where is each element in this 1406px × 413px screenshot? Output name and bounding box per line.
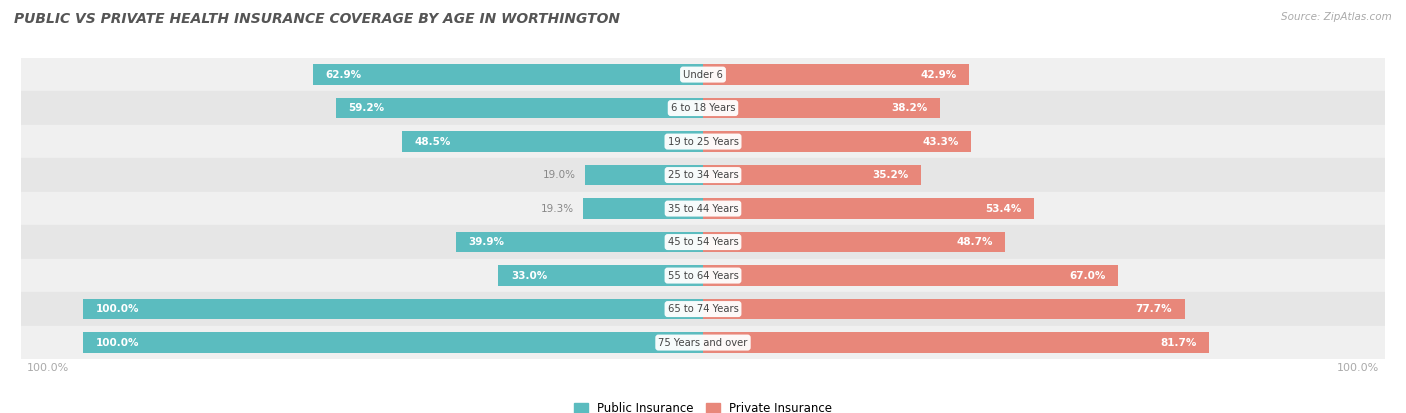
Bar [703,198,1033,219]
Text: 45 to 54 Years: 45 to 54 Years [668,237,738,247]
Text: 6 to 18 Years: 6 to 18 Years [671,103,735,113]
Text: 48.5%: 48.5% [415,137,451,147]
Bar [703,232,1005,252]
Bar [703,265,1118,286]
Bar [21,292,1385,326]
Bar [21,158,1385,192]
Text: Under 6: Under 6 [683,69,723,80]
Bar [21,91,1385,125]
Bar [703,64,969,85]
Bar [499,265,703,286]
Bar [456,232,703,252]
Bar [21,259,1385,292]
Text: 42.9%: 42.9% [921,69,956,80]
Text: 19.0%: 19.0% [543,170,576,180]
Text: 48.7%: 48.7% [956,237,993,247]
Text: Source: ZipAtlas.com: Source: ZipAtlas.com [1281,12,1392,22]
Bar [21,58,1385,91]
Text: 100.0%: 100.0% [1337,363,1379,373]
Text: 67.0%: 67.0% [1070,271,1107,280]
Bar [336,98,703,119]
Text: 35 to 44 Years: 35 to 44 Years [668,204,738,214]
Bar [314,64,703,85]
Text: 81.7%: 81.7% [1161,337,1197,348]
Bar [21,192,1385,225]
Bar [703,299,1185,319]
Text: 38.2%: 38.2% [891,103,928,113]
Text: 43.3%: 43.3% [922,137,959,147]
Text: 100.0%: 100.0% [96,337,139,348]
Bar [703,332,1209,353]
Text: 33.0%: 33.0% [510,271,547,280]
Text: 19.3%: 19.3% [541,204,574,214]
Text: 75 Years and over: 75 Years and over [658,337,748,348]
Bar [83,332,703,353]
Text: 19 to 25 Years: 19 to 25 Years [668,137,738,147]
Text: 62.9%: 62.9% [325,69,361,80]
Text: 35.2%: 35.2% [873,170,908,180]
Text: 65 to 74 Years: 65 to 74 Years [668,304,738,314]
Text: 100.0%: 100.0% [96,304,139,314]
Bar [402,131,703,152]
Text: 39.9%: 39.9% [468,237,505,247]
Text: PUBLIC VS PRIVATE HEALTH INSURANCE COVERAGE BY AGE IN WORTHINGTON: PUBLIC VS PRIVATE HEALTH INSURANCE COVER… [14,12,620,26]
Bar [585,165,703,185]
Bar [83,299,703,319]
Bar [21,326,1385,359]
Text: 53.4%: 53.4% [986,204,1022,214]
Bar [703,131,972,152]
Text: 59.2%: 59.2% [349,103,384,113]
Bar [21,125,1385,158]
Bar [21,225,1385,259]
Bar [703,165,921,185]
Bar [703,98,939,119]
Legend: Public Insurance, Private Insurance: Public Insurance, Private Insurance [569,397,837,413]
Text: 100.0%: 100.0% [27,363,69,373]
Text: 55 to 64 Years: 55 to 64 Years [668,271,738,280]
Bar [583,198,703,219]
Text: 77.7%: 77.7% [1136,304,1173,314]
Text: 25 to 34 Years: 25 to 34 Years [668,170,738,180]
